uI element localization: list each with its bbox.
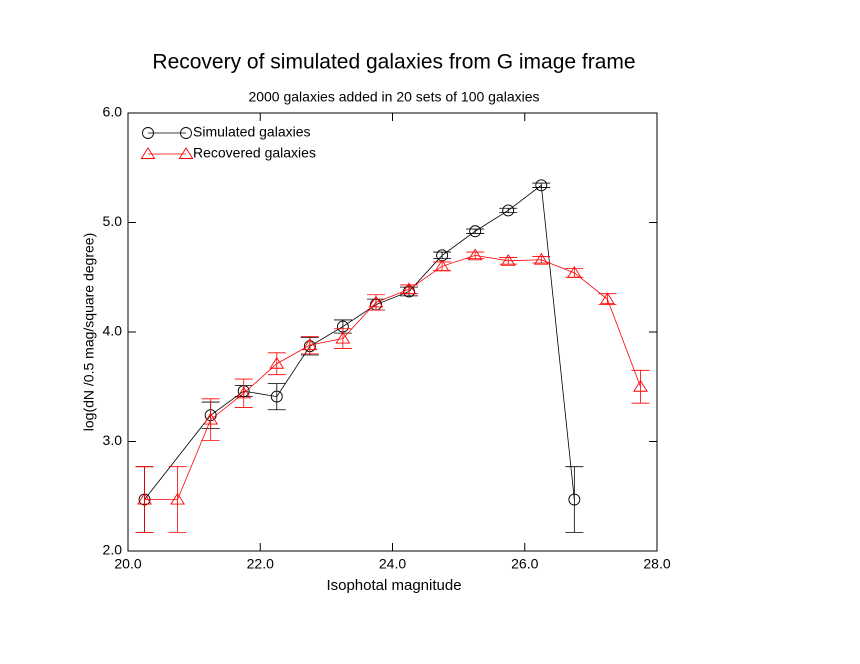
data-point	[500, 253, 516, 266]
data-point	[335, 331, 351, 344]
x-tick-label: 24.0	[379, 556, 406, 572]
legend-marker	[142, 127, 154, 139]
plot-area	[135, 179, 650, 533]
plot-frame	[127, 112, 658, 552]
error-bar	[466, 228, 485, 234]
error-bar	[201, 398, 220, 441]
series-line	[144, 254, 641, 500]
y-tick-label: 6.0	[103, 104, 123, 120]
data-point	[170, 492, 186, 505]
data-point	[467, 248, 483, 261]
data-point	[566, 266, 582, 278]
legend-label: Recovered galaxies	[193, 145, 316, 161]
y-tick-label: 3.0	[103, 432, 123, 448]
error-bar	[267, 352, 286, 376]
data-point	[502, 204, 515, 217]
error-bar	[565, 268, 584, 278]
error-bar	[135, 466, 154, 533]
data-point	[368, 295, 384, 308]
data-point	[269, 356, 285, 369]
legend-label: Simulated galaxies	[193, 124, 311, 140]
y-tick-label: 4.0	[103, 323, 123, 339]
error-bar	[400, 284, 419, 295]
error-bar	[168, 466, 187, 533]
y-tick-label: 5.0	[103, 213, 123, 229]
error-bar	[433, 251, 452, 260]
data-point	[535, 179, 548, 192]
data-point	[633, 379, 648, 392]
error-bar	[499, 207, 518, 214]
x-tick-label: 26.0	[511, 556, 538, 572]
x-tick-label: 22.0	[247, 556, 274, 572]
data-point	[236, 386, 252, 399]
legend-marker	[178, 147, 194, 159]
x-tick-label: 28.0	[643, 556, 670, 572]
error-bar	[433, 261, 452, 272]
error-bar	[565, 466, 584, 533]
data-point	[203, 412, 219, 425]
chart-title: Recovery of simulated galaxies from G im…	[152, 51, 635, 74]
chart-subtitle: 2000 galaxies added in 20 sets of 100 ga…	[248, 89, 539, 105]
error-bar	[267, 383, 286, 411]
y-axis-label: log(dN /0.5 mag/square degree)	[81, 233, 97, 431]
data-point	[270, 390, 283, 403]
data-point	[568, 493, 581, 506]
error-bar	[532, 182, 551, 188]
series-line	[144, 184, 575, 500]
data-point	[401, 282, 417, 295]
legend-marker	[140, 147, 156, 159]
x-axis-label: Isophotal magnitude	[326, 577, 461, 594]
error-bar	[234, 378, 253, 408]
data-point	[533, 252, 549, 265]
data-point	[469, 225, 482, 238]
x-tick-label: 20.0	[114, 556, 141, 572]
error-bar	[366, 294, 385, 311]
data-point	[434, 259, 450, 272]
error-bar	[631, 369, 650, 404]
data-point	[302, 338, 318, 351]
y-tick-label: 2.0	[103, 542, 123, 558]
data-point	[137, 492, 152, 505]
legend-marker	[180, 127, 192, 139]
data-point	[599, 292, 615, 305]
